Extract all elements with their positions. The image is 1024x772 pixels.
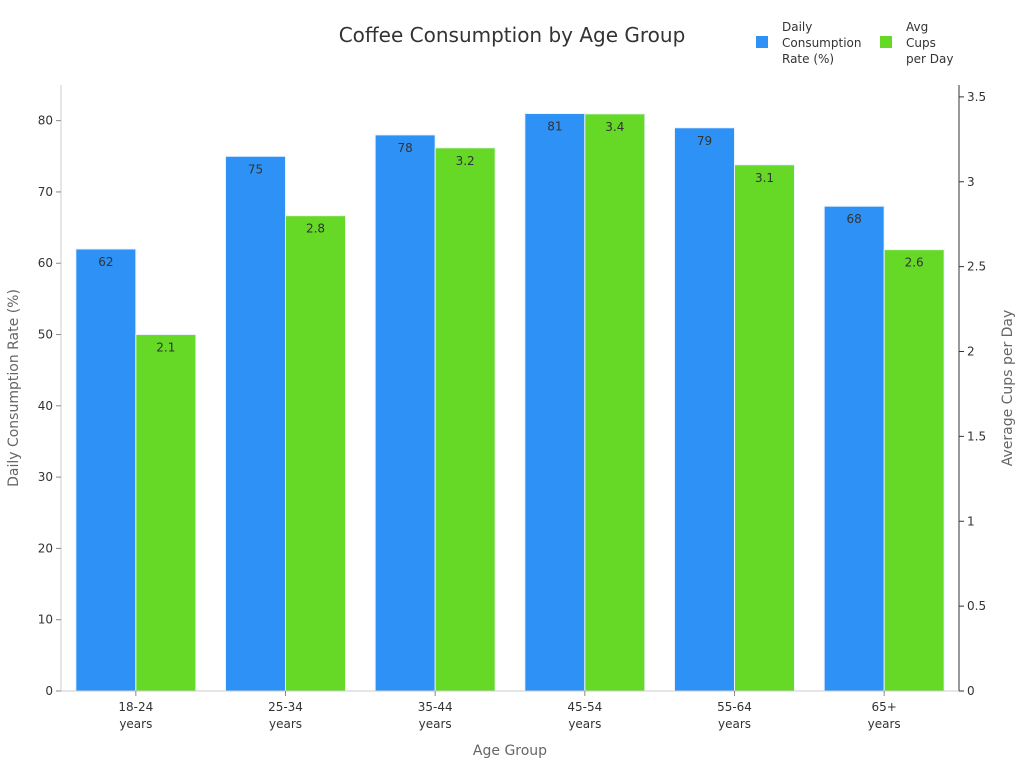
bar-rate-45-54: [524, 113, 586, 692]
y-right-tick-label: 3: [967, 175, 975, 189]
data-label: 79: [697, 134, 712, 148]
y-right-tick-label: 0.5: [967, 599, 986, 613]
x-tick-label: years: [119, 717, 152, 731]
y-axis-right-label: Average Cups per Day: [1000, 310, 1016, 467]
bar-cups-25-34: [285, 215, 346, 692]
legend-label: per Day: [906, 52, 953, 66]
data-label: 3.4: [605, 120, 624, 134]
bar-cups-35-44: [434, 147, 496, 692]
data-label: 2.6: [905, 256, 924, 270]
bar-cups-18-24: [135, 334, 197, 692]
y-tick-label: 0: [45, 684, 53, 698]
y-right-tick-label: 0: [967, 684, 975, 698]
bars: 62 2.1 75 2.8 78 3.2 81 3.4 79 3.1 68 2.6: [75, 113, 945, 692]
x-tick-label: 45-54: [567, 700, 602, 714]
y-right-tick-label: 1.5: [967, 429, 986, 443]
y-tick-label: 50: [38, 328, 53, 342]
y-tick-label: 80: [38, 114, 53, 128]
data-label: 2.1: [156, 341, 175, 355]
y-right-tick-label: 1: [967, 514, 975, 528]
x-tick-label: years: [718, 717, 751, 731]
y-right-tick-label: 2.5: [967, 260, 986, 274]
x-tick-label: years: [868, 717, 901, 731]
chart-title: Coffee Consumption by Age Group: [339, 23, 686, 47]
x-axis-ticks: 18-24 years 25-34 years 35-44 years 45-54 years…: [118, 691, 901, 731]
bar-cups-65+: [883, 249, 945, 692]
bar-rate-25-34: [225, 155, 286, 692]
y-tick-label: 40: [38, 399, 53, 413]
data-label: 62: [98, 255, 113, 269]
data-label: 2.8: [306, 222, 325, 236]
data-label: 3.2: [456, 154, 475, 168]
bar-rate-18-24: [75, 248, 137, 692]
legend-swatch: [880, 36, 892, 48]
data-label: 68: [847, 212, 862, 226]
x-tick-label: 35-44: [418, 700, 453, 714]
y-tick-label: 20: [38, 541, 53, 555]
bar-rate-55-64: [674, 127, 735, 692]
data-label: 75: [248, 162, 263, 176]
x-tick-label: 65+: [872, 700, 897, 714]
x-tick-label: years: [269, 717, 302, 731]
x-tick-label: years: [419, 717, 452, 731]
x-tick-label: 55-64: [717, 700, 752, 714]
y-tick-label: 10: [38, 613, 53, 627]
legend-label: Avg: [906, 20, 928, 34]
x-tick-label: years: [568, 717, 601, 731]
y-axis-ticks: 0 10 20 30 40 50 60 70 80: [38, 114, 61, 698]
bar-rate-65+: [823, 205, 885, 692]
legend-label: Cups: [906, 36, 936, 50]
legend-label: Consumption: [782, 36, 861, 50]
legend-swatch: [756, 36, 768, 48]
y-axis-right-ticks: 0 0.5 1 1.5 2 2.5 3 3.5: [959, 90, 986, 698]
bar-cups-55-64: [734, 164, 795, 692]
legend-label: Rate (%): [782, 52, 834, 66]
x-tick-label: 18-24: [118, 700, 153, 714]
y-axis-label: Daily Consumption Rate (%): [6, 289, 22, 487]
legend: Daily Consumption Rate (%) Avg Cups per Day: [756, 20, 953, 66]
y-right-tick-label: 2: [967, 345, 975, 359]
legend-label: Daily: [782, 20, 812, 34]
data-label: 3.1: [755, 171, 774, 185]
y-tick-label: 30: [38, 470, 53, 484]
x-tick-label: 25-34: [268, 700, 303, 714]
y-right-tick-label: 3.5: [967, 90, 986, 104]
bar-cups-45-54: [584, 113, 646, 692]
data-label: 81: [547, 120, 562, 134]
bar-rate-35-44: [374, 134, 436, 692]
data-label: 78: [398, 141, 413, 155]
y-tick-label: 70: [38, 185, 53, 199]
x-axis-label: Age Group: [473, 743, 547, 759]
y-tick-label: 60: [38, 256, 53, 270]
